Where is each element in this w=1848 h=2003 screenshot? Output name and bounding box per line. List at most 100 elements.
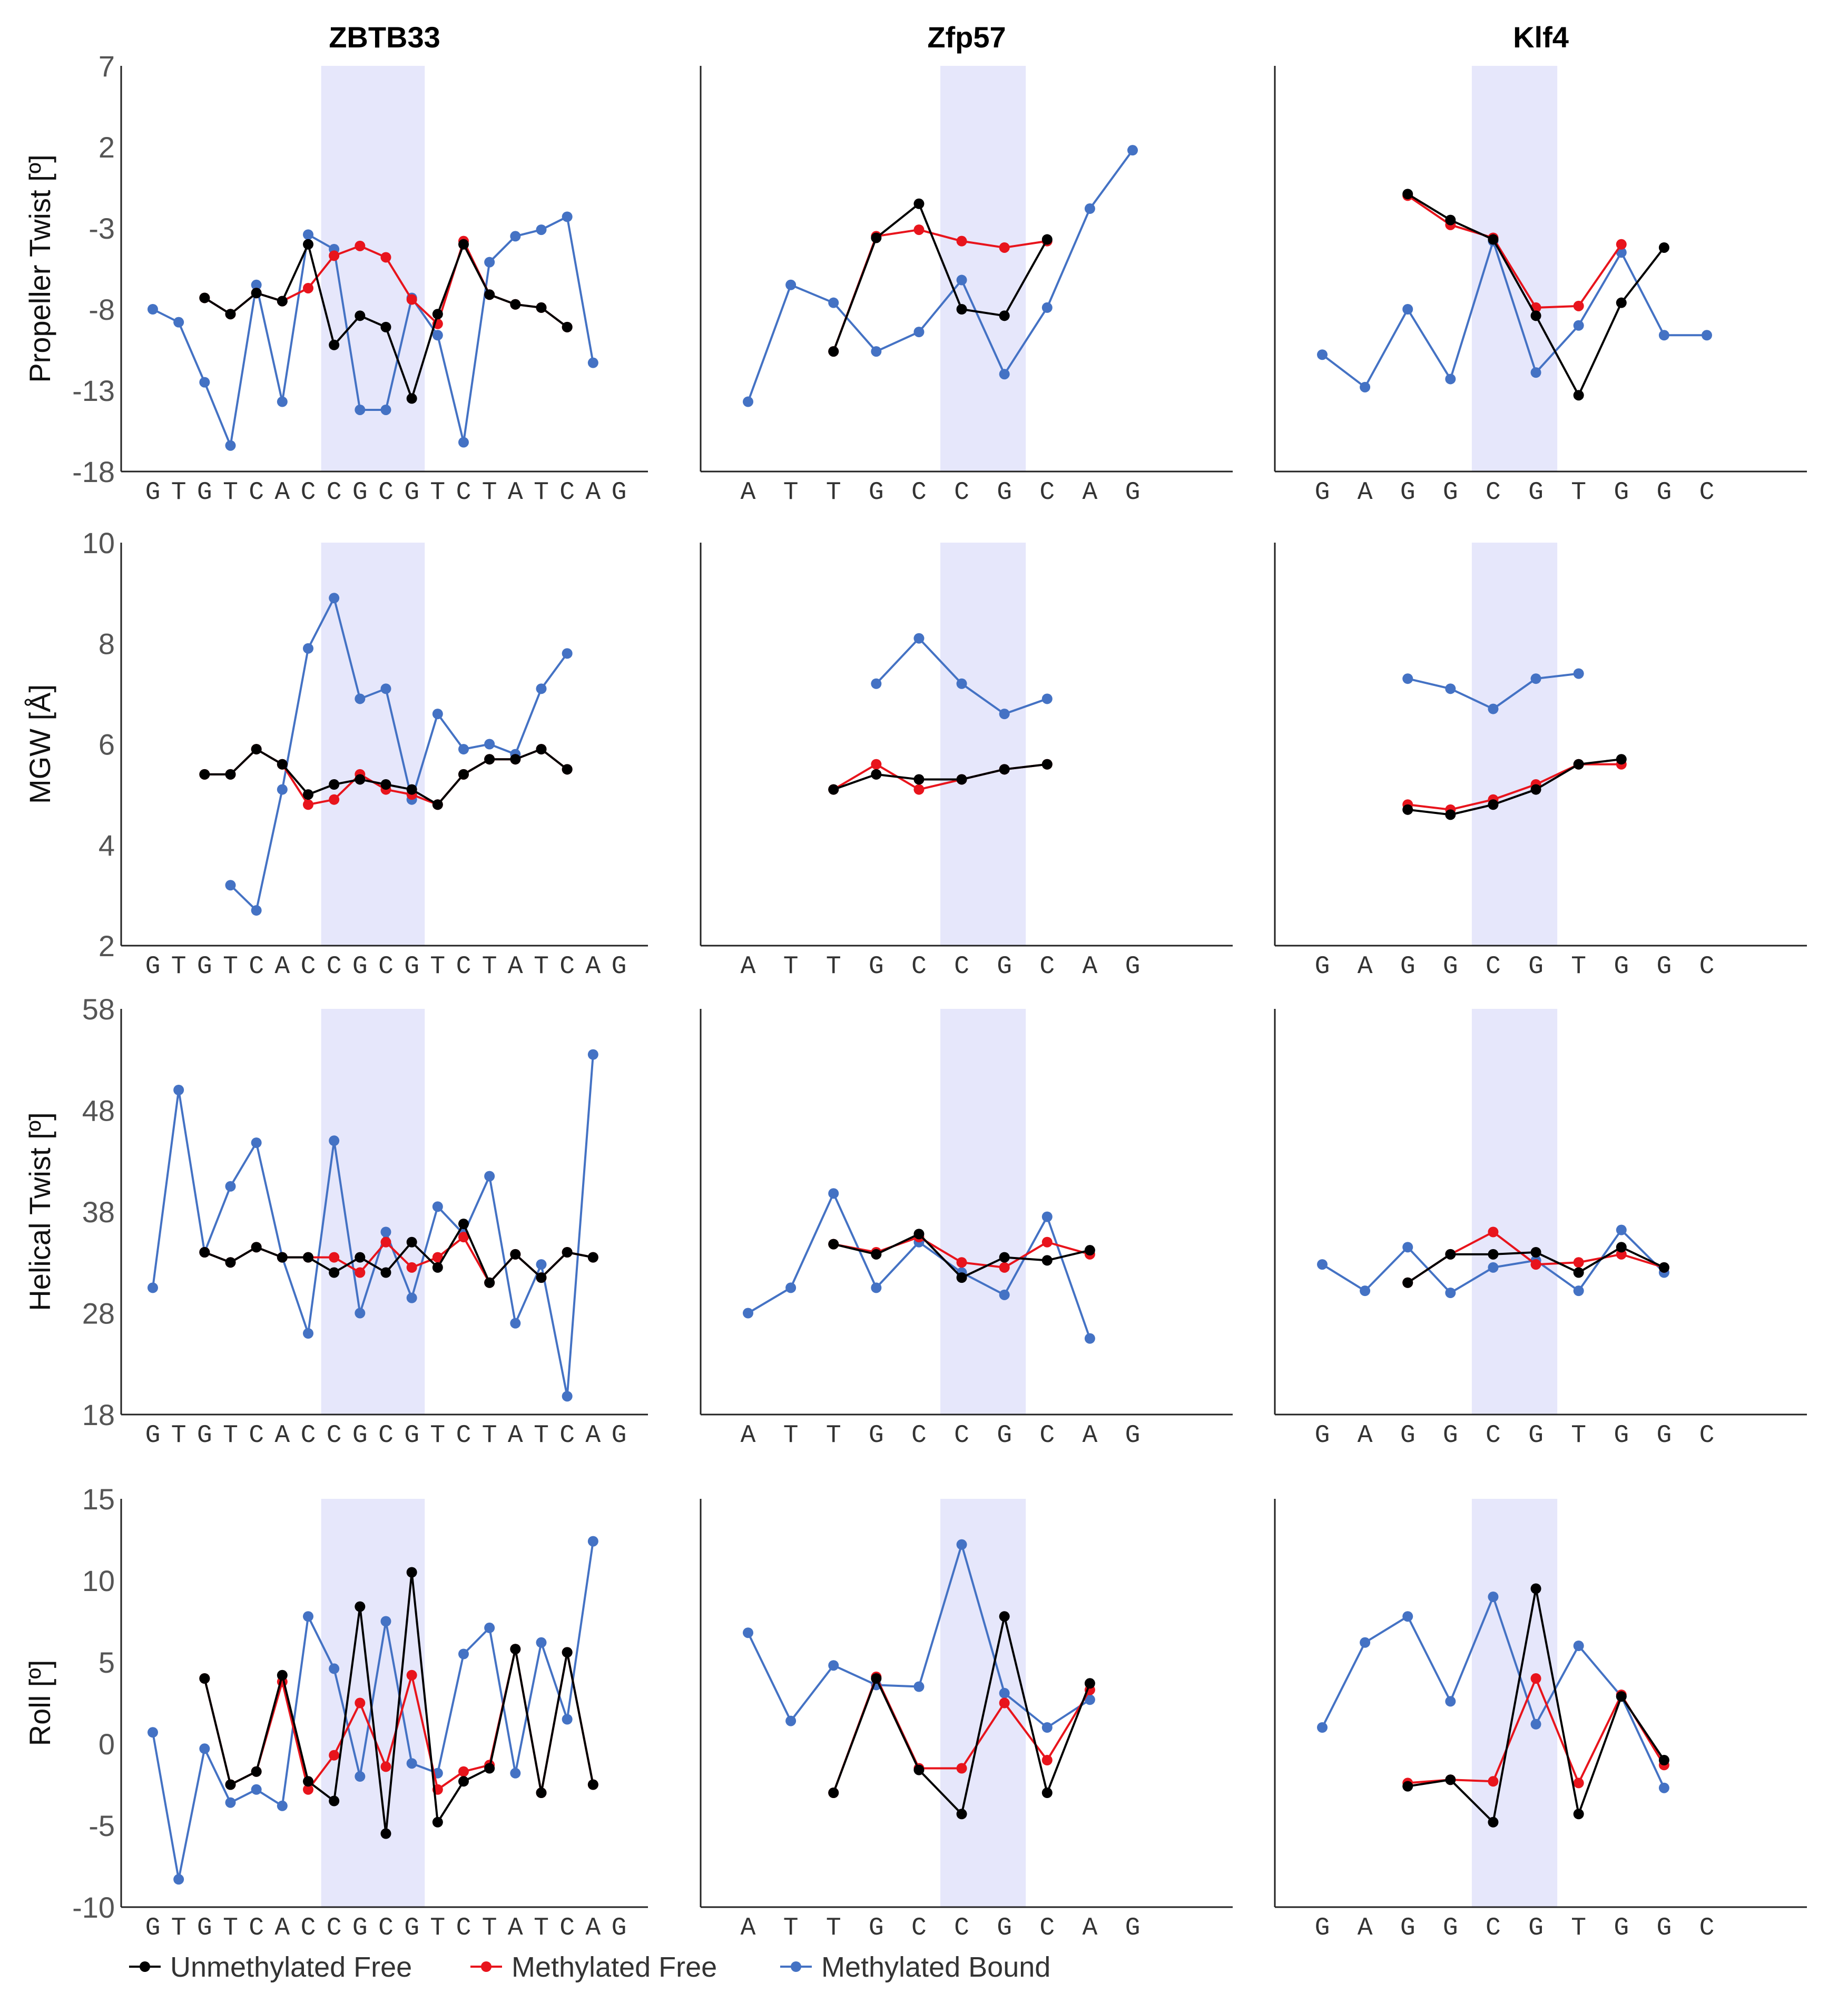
methylated-free-point [871, 759, 882, 770]
unmethylated-free-point [1488, 799, 1499, 810]
y-tick-label: 10 [82, 1564, 115, 1597]
unmethylated-free-point [828, 1239, 839, 1250]
methylated-free-point [380, 252, 391, 263]
methylated-bound-point [956, 1539, 967, 1550]
methylated-bound-point [1402, 673, 1413, 684]
unmethylated-free-point [1573, 759, 1584, 770]
sequence-base: G [404, 1914, 419, 1942]
methylated-bound-point [510, 1318, 521, 1329]
sequence-base: G [997, 953, 1012, 981]
y-tick-label: -3 [89, 212, 115, 245]
methylated-bound-point [913, 327, 925, 338]
sequence-base: G [869, 1421, 884, 1450]
sequence-base: C [1039, 478, 1055, 507]
unmethylated-free-point [1041, 759, 1053, 770]
methylated-bound-point [828, 1660, 839, 1671]
unmethylated-free-point [484, 1277, 495, 1288]
sequence-base: G [1528, 953, 1544, 981]
sequence-base: T [1571, 1914, 1586, 1942]
sequence-base: C [1699, 1914, 1715, 1942]
unmethylated-free-point [1402, 1781, 1413, 1792]
y-axis-label: Helical Twist [º] [23, 1112, 56, 1311]
sequence-base: G [352, 478, 368, 507]
methylated-free-point [355, 1267, 366, 1278]
sequence-base: G [404, 953, 419, 981]
unmethylated-free-point [1041, 234, 1053, 245]
unmethylated-free-point [303, 789, 313, 800]
methylated-bound-point [1084, 1694, 1095, 1705]
y-tick-label: 0 [99, 1727, 115, 1761]
legend: Unmethylated Free Methylated Free Methylat… [129, 1951, 1050, 1983]
unmethylated-free-point [913, 774, 925, 785]
sequence-base: G [612, 1914, 627, 1942]
methylated-bound-point [225, 880, 236, 891]
y-tick-label: 6 [99, 728, 115, 761]
methylated-free-point [1041, 1236, 1053, 1248]
sequence-base: C [456, 1421, 471, 1450]
sequence-base: T [430, 953, 445, 981]
methylated-free-point [303, 1784, 313, 1795]
sequence-base: T [430, 478, 445, 507]
unmethylated-free-point [199, 769, 210, 780]
sequence-base: G [1614, 1914, 1629, 1942]
methylated-bound-point [1530, 367, 1541, 378]
unmethylated-free-point [1041, 1255, 1053, 1266]
methylated-free-point [458, 1232, 469, 1243]
methylated-bound-point [1658, 1782, 1669, 1793]
methylated-bound-point [380, 1616, 391, 1627]
sequence-base: G [1400, 1421, 1416, 1450]
sequence-base: T [783, 478, 799, 507]
unmethylated-free-point [484, 1763, 495, 1774]
sequence-base: C [249, 478, 264, 507]
unmethylated-free-point [199, 292, 210, 303]
sequence-base: C [456, 478, 471, 507]
sequence-base: T [171, 1421, 186, 1450]
methylated-bound-point [458, 744, 469, 755]
methylated-bound-point [1360, 381, 1371, 392]
sequence-base: A [585, 478, 601, 507]
sequence-base: C [1039, 953, 1055, 981]
methylated-bound-point [743, 1627, 753, 1638]
unmethylated-free-point [510, 1644, 521, 1655]
highlight-region [321, 66, 425, 472]
unmethylated-free-point [329, 779, 340, 790]
y-tick-label: 7 [99, 50, 115, 83]
methylated-free-point [329, 250, 340, 261]
unmethylated-free-point [355, 1252, 366, 1263]
unmethylated-free-point [458, 769, 469, 780]
sequence-base: C [954, 953, 969, 981]
sequence-base: C [301, 953, 316, 981]
sequence-base: T [223, 1914, 238, 1942]
methylated-bound-point [1573, 320, 1584, 331]
methylated-bound-point [1573, 1285, 1584, 1297]
sequence-base: G [997, 1421, 1012, 1450]
sequence-base: C [327, 478, 342, 507]
sequence-base: G [612, 1421, 627, 1450]
sequence-base: A [274, 953, 290, 981]
methylated-bound-point [199, 377, 210, 388]
unmethylated-free-point [1445, 809, 1456, 820]
methylated-bound-point [999, 1687, 1010, 1698]
methylated-bound-point [484, 257, 495, 268]
unmethylated-free-point [913, 198, 925, 209]
legend-item-unmethylated-free: Unmethylated Free [129, 1951, 412, 1983]
sequence-base: T [826, 1421, 841, 1450]
unmethylated-free-point [871, 769, 882, 780]
sequence-base: A [741, 478, 756, 507]
sequence-base: G [1400, 1914, 1416, 1942]
sequence-base: A [1082, 478, 1097, 507]
unmethylated-free-point [956, 304, 967, 315]
sequence-base: A [741, 1914, 756, 1942]
methylated-bound-point [562, 1714, 573, 1725]
unmethylated-free-point [1084, 1245, 1095, 1256]
sequence-base: C [1039, 1421, 1055, 1450]
unmethylated-free-point [432, 1262, 443, 1273]
methylated-bound-point [251, 1137, 262, 1148]
methylated-bound-point [329, 1135, 340, 1146]
sequence-base: T [783, 953, 799, 981]
